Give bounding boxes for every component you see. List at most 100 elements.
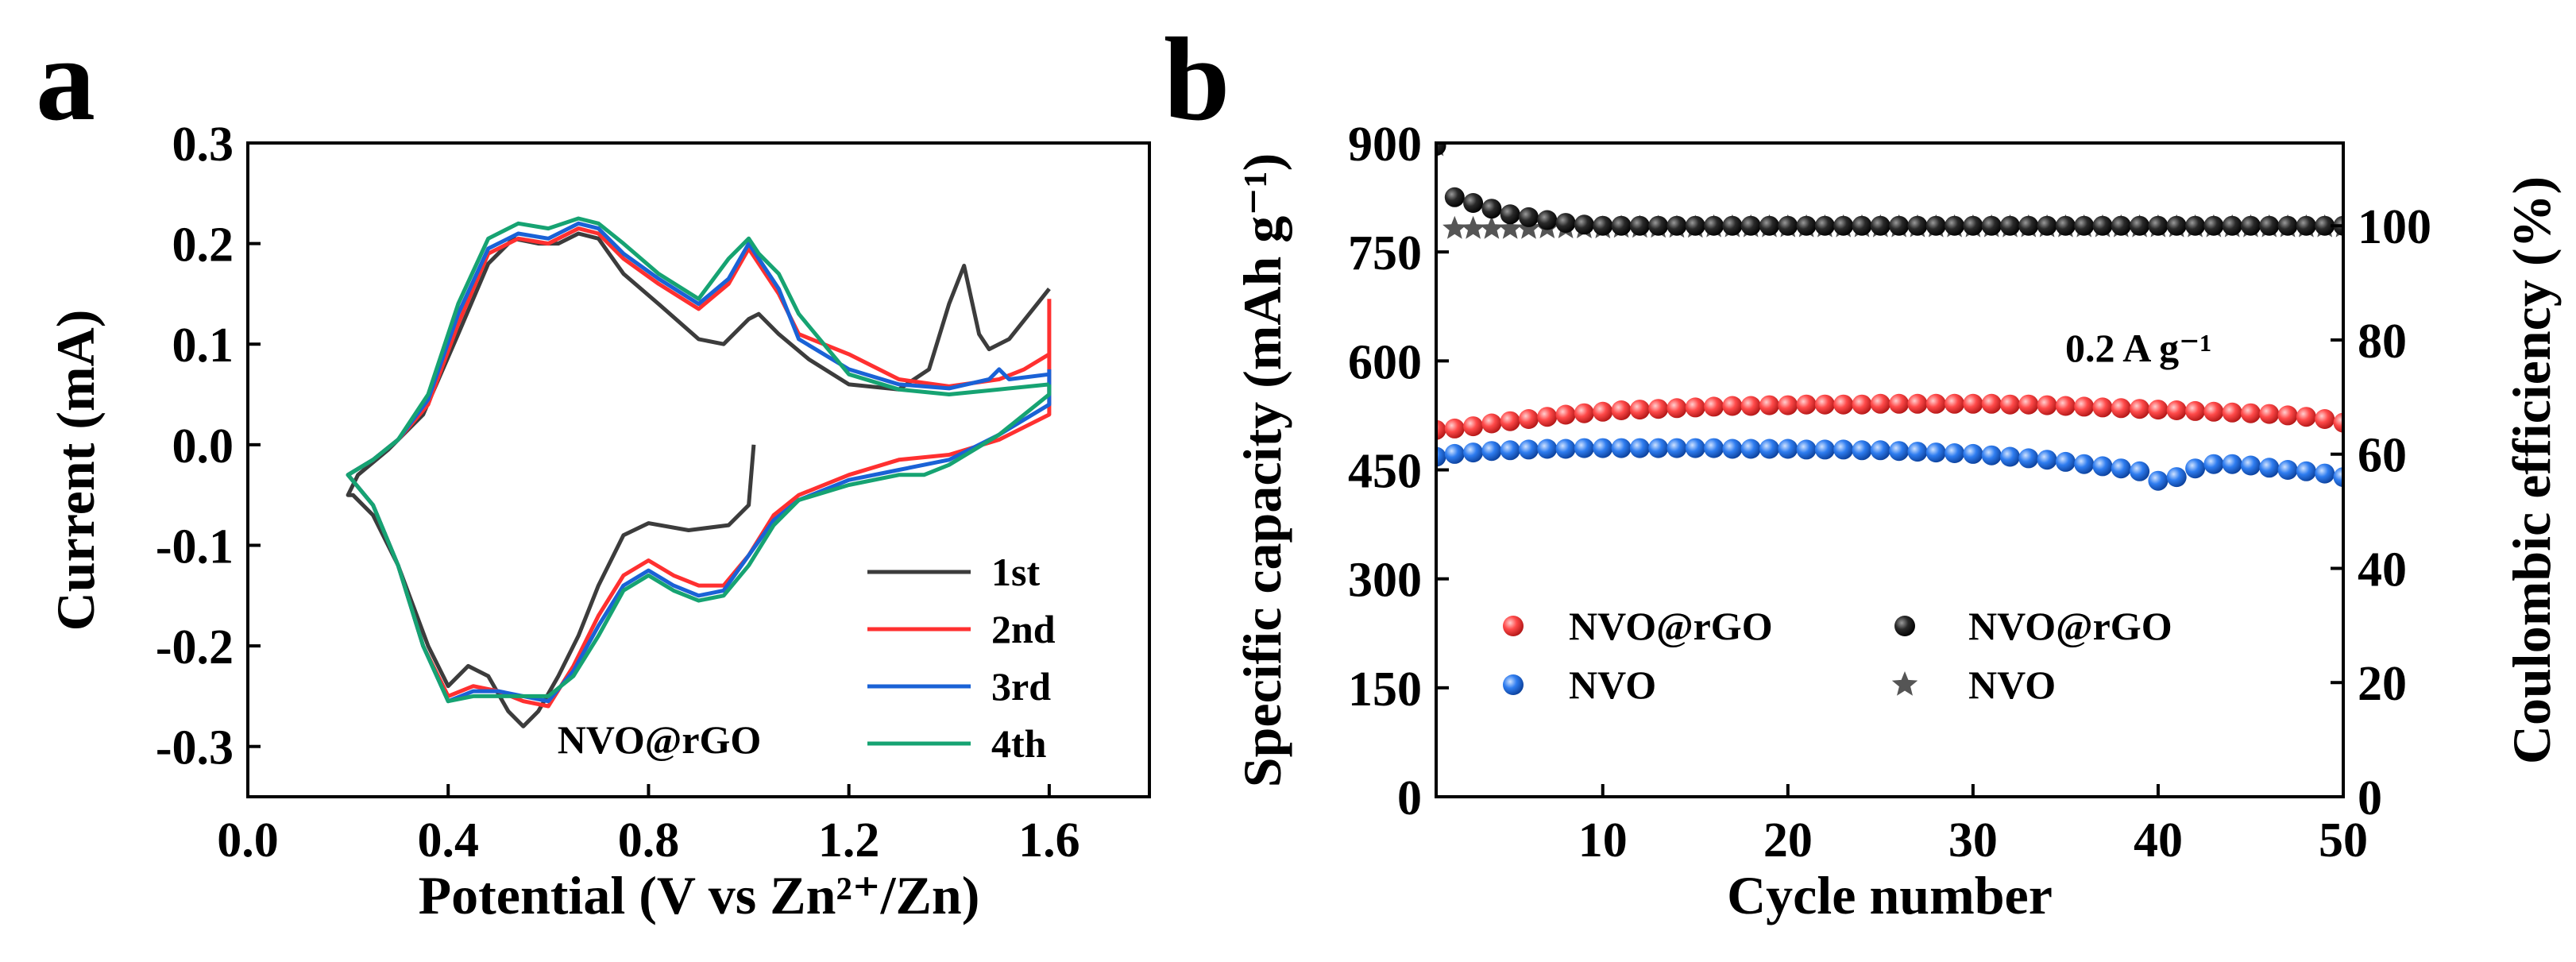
point-ce-nvo-rgo [1463,193,1484,213]
point-ce-nvo-rgo [1870,215,1890,236]
legend-marker-ce-nvo-rgo [1894,616,1915,636]
point-capacity-nvo-rgo [1436,419,1446,440]
point-capacity-nvo [2241,455,2261,476]
point-ce-nvo-rgo [1907,215,1928,236]
point-capacity-nvo-rgo [1648,399,1669,419]
point-capacity-nvo-rgo [2241,403,2261,423]
cv-y-tick-label: 0.3 [172,118,234,172]
point-capacity-nvo [1759,439,1779,459]
point-ce-nvo-rgo [1500,204,1520,225]
point-ce-nvo-rgo [2000,215,2020,236]
cv-x-axis-title: Potential (V vs Zn²⁺/Zn) [419,865,980,925]
point-ce-nvo-rgo [1963,215,1983,236]
point-capacity-nvo [1870,440,1890,461]
point-ce-nvo [1442,215,1467,239]
point-ce-nvo-rgo [1778,215,1798,236]
point-capacity-nvo-rgo [1537,407,1558,427]
point-capacity-nvo [2277,460,2298,480]
current-density-annotation: 0.2 A g⁻¹ [2065,326,2211,370]
point-ce-nvo-rgo [1555,213,1576,234]
cv-y-tick-label: 0.0 [172,419,234,473]
point-capacity-nvo-rgo [1740,396,1761,416]
cycling-right-tick-label: 20 [2358,657,2407,711]
point-capacity-nvo-rgo [2259,404,2280,424]
point-capacity-nvo-rgo [1778,395,1798,415]
point-capacity-nvo-rgo [1593,401,1613,422]
point-capacity-nvo-rgo [1925,393,1946,414]
cycling-chart: 10 20 30 40 50 0 150 300 450 600 750 900 [1232,118,2562,925]
point-ce-nvo-rgo [1814,215,1835,236]
cv-curve-4th [346,216,1052,704]
point-capacity-nvo [2185,458,2206,479]
point-ce-nvo-rgo [1833,215,1854,236]
point-ce-nvo [1498,215,1523,239]
legend-label-3rd: 3rd [991,664,1051,709]
point-capacity-nvo-rgo [1796,394,1817,415]
point-ce-nvo-rgo [2092,215,2113,236]
cv-x-tick-label: 0.8 [618,813,680,867]
point-capacity-nvo-rgo [2185,400,2206,421]
point-capacity-nvo-rgo [1963,393,1983,414]
point-capacity-nvo-rgo [1481,413,1502,434]
cv-y-tick-label: -0.2 [156,620,234,674]
point-capacity-nvo-rgo [1852,394,1872,415]
point-capacity-nvo-rgo [1555,404,1576,425]
cv-chart: 0.0 0.4 0.8 1.2 1.6 -0.3 -0.2 -0.1 0.0 0… [45,118,1151,925]
point-capacity-nvo [2296,461,2316,481]
point-capacity-nvo [1537,439,1558,459]
cycling-left-tick-label: 900 [1348,118,1422,172]
point-ce-nvo-rgo [1889,215,1910,236]
point-ce-nvo-rgo [1537,210,1558,230]
point-capacity-nvo-rgo [1444,418,1465,439]
cycling-left-axis-title: Specific capacity (mAh g⁻¹) [1232,153,1292,787]
point-capacity-nvo-rgo [2296,407,2316,427]
cv-legend: 1st 2nd 3rd 4th [867,550,1056,766]
point-capacity-nvo-rgo [1759,395,1779,415]
point-capacity-nvo [2018,448,2039,469]
cv-y-axis-title: Current (mA) [45,310,106,632]
point-capacity-nvo-rgo [2277,405,2298,426]
point-capacity-nvo [1740,439,1761,459]
point-capacity-nvo-rgo [2222,402,2242,423]
point-capacity-nvo-rgo [1814,394,1835,415]
point-capacity-nvo-rgo [1463,416,1484,437]
point-ce-nvo-rgo [2277,215,2298,236]
point-ce-nvo-rgo [1704,215,1724,236]
point-capacity-nvo [1666,438,1687,458]
point-capacity-nvo [2055,451,2076,472]
point-ce-nvo-rgo [2166,215,2187,236]
cv-x-axis: 0.0 0.4 0.8 1.2 1.6 [217,784,1080,867]
point-capacity-nvo [1463,442,1484,463]
point-ce-nvo-rgo [2241,215,2261,236]
point-ce-nvo-rgo [1740,215,1761,236]
cv-curves [346,216,1052,728]
point-capacity-nvo [2074,454,2095,474]
point-capacity-nvo [1648,438,1669,458]
point-capacity-nvo-rgo [2074,396,2095,417]
point-ce-nvo-rgo [1759,215,1779,236]
cycling-left-tick-label: 300 [1348,554,1422,608]
point-capacity-nvo [1500,440,1520,461]
point-capacity-nvo [2333,467,2343,488]
point-ce-nvo-rgo [2185,215,2206,236]
point-capacity-nvo [2203,454,2224,474]
cv-x-tick-label: 0.0 [217,813,279,867]
cv-x-tick-label: 1.2 [818,813,880,867]
cycling-right-tick-label: 40 [2358,543,2407,597]
point-ce-nvo-rgo [1611,215,1632,236]
cycling-x-tick-label: 40 [2134,813,2183,867]
point-capacity-nvo [1852,440,1872,461]
cycling-right-axis: 0 20 40 60 80 100 [2331,200,2431,825]
point-capacity-nvo-rgo [2203,401,2224,422]
point-capacity-nvo-rgo [1889,393,1910,414]
legend-marker-capacity-nvo-rgo [1503,616,1524,636]
point-capacity-nvo-rgo [1611,400,1632,420]
point-capacity-nvo-rgo [1907,393,1928,414]
panel-a-letter: a [36,14,95,145]
cycling-left-axis: 0 150 300 450 600 750 900 [1348,118,1449,825]
point-capacity-nvo-rgo [2000,394,2020,415]
point-capacity-nvo [1481,441,1502,462]
cv-y-tick-label: -0.3 [156,721,234,775]
point-ce-nvo-rgo [2130,215,2150,236]
point-capacity-nvo [2315,463,2335,484]
